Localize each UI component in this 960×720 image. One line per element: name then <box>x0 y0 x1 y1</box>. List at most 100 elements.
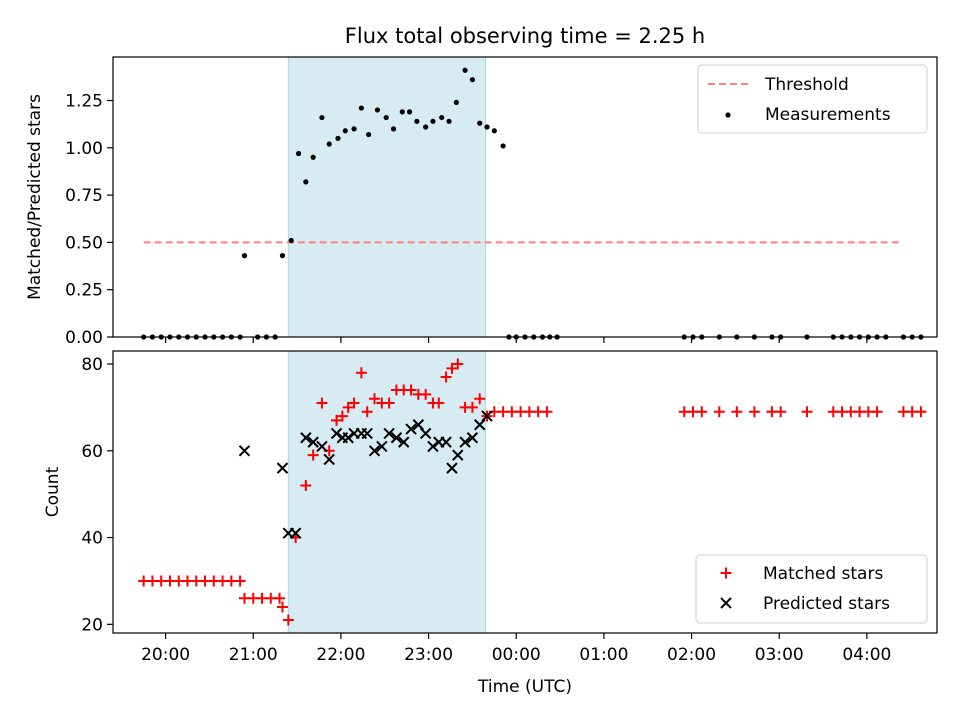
observing-interval-shade <box>287 350 487 634</box>
data-point <box>748 406 760 418</box>
legend-measurements-swatch <box>725 112 731 118</box>
data-point <box>405 423 417 435</box>
data-point <box>300 432 312 444</box>
data-point <box>452 358 464 370</box>
data-point <box>331 414 343 426</box>
legend-matched-swatch <box>720 567 732 579</box>
data-point <box>310 154 316 160</box>
legend-label: Measurements <box>765 105 891 125</box>
data-point <box>241 253 248 259</box>
data-point <box>731 406 743 418</box>
chart-title: Flux total observing time = 2.25 h <box>345 24 705 48</box>
y-tick-label: 1.00 <box>65 139 103 159</box>
data-point <box>361 406 373 418</box>
data-point <box>234 575 246 587</box>
data-point <box>376 440 388 453</box>
data-point <box>238 445 251 457</box>
data-point <box>368 445 381 457</box>
data-point <box>801 406 813 418</box>
data-point <box>399 109 405 115</box>
legend-label: Predicted stars <box>763 594 890 614</box>
data-point <box>696 406 708 418</box>
data-point <box>433 397 445 409</box>
data-point <box>366 131 372 138</box>
data-point <box>316 397 328 409</box>
legend-box <box>697 64 928 134</box>
x-tick-label: 20:00 <box>141 645 190 665</box>
data-point <box>355 367 367 379</box>
data-point <box>348 397 360 409</box>
data-point <box>303 179 309 185</box>
data-point <box>484 124 490 130</box>
data-point <box>319 114 325 121</box>
data-point <box>466 432 479 444</box>
data-point <box>491 128 497 134</box>
data-point <box>775 406 787 418</box>
data-point <box>474 393 486 405</box>
data-point <box>406 109 413 115</box>
data-point <box>342 432 354 444</box>
y-tick-label: 1.25 <box>65 92 103 112</box>
data-point <box>316 440 328 453</box>
data-point <box>335 135 341 141</box>
data-point <box>713 406 725 418</box>
legend-label: Matched stars <box>763 564 883 584</box>
data-point <box>289 527 302 539</box>
data-point <box>541 406 553 418</box>
data-point <box>279 253 286 259</box>
data-point <box>440 436 452 448</box>
data-point <box>369 393 381 405</box>
x-tick-label: 03:00 <box>755 645 804 665</box>
bottom-panel: 20 40 60 80 20:00 21:00 22:00 23:00 00:00 01:00 02… <box>81 350 938 665</box>
y-tick-label: 0.00 <box>65 328 103 348</box>
data-point <box>276 462 289 474</box>
data-point <box>453 99 459 106</box>
data-point <box>374 107 381 113</box>
data-point <box>500 143 506 149</box>
data-point <box>420 388 432 400</box>
data-point <box>282 614 294 626</box>
data-point <box>288 237 294 244</box>
data-point <box>423 124 429 130</box>
x-tick-label: 22:00 <box>316 645 365 665</box>
bottom-y-axis-label: Count <box>43 466 63 517</box>
data-point <box>469 77 476 83</box>
data-point <box>390 126 397 132</box>
top-y-axis-label: Matched/Predicted stars <box>25 94 45 300</box>
axes-frame <box>112 56 938 338</box>
data-point <box>326 141 332 147</box>
data-point <box>405 384 417 396</box>
data-point <box>336 410 348 422</box>
data-point <box>390 432 403 444</box>
legend-box <box>695 554 928 624</box>
legend-label: Threshold <box>764 75 849 95</box>
x-tick-label: 00:00 <box>492 645 541 665</box>
data-point <box>383 427 395 440</box>
data-point <box>383 114 389 121</box>
legend-predicted-swatch <box>720 597 732 609</box>
observing-interval-shade <box>287 56 487 338</box>
y-tick-label: 20 <box>81 615 103 635</box>
data-point <box>440 371 452 383</box>
data-point <box>439 114 445 121</box>
y-tick-label: 0.25 <box>65 281 103 301</box>
data-point <box>330 427 343 440</box>
data-point <box>276 601 288 613</box>
top-panel: 0.00 0.25 0.50 0.75 1.00 1.25 Threshold Measure… <box>65 56 938 348</box>
data-point <box>358 105 364 111</box>
data-point <box>462 67 468 73</box>
series-predicted-stars <box>238 410 493 539</box>
legend: Threshold Measurements <box>697 64 928 134</box>
data-point <box>915 406 927 418</box>
data-point <box>274 592 286 604</box>
data-point <box>481 410 493 422</box>
x-tick-label: 02:00 <box>667 645 716 665</box>
x-tick-label: 04:00 <box>842 645 891 665</box>
y-tick-label: 0.50 <box>65 233 103 253</box>
legend: Matched stars Predicted stars <box>695 554 928 624</box>
data-point <box>383 397 395 409</box>
data-point <box>452 449 464 461</box>
data-point <box>361 427 373 440</box>
x-axis-label: Time (UTC) <box>477 677 572 697</box>
